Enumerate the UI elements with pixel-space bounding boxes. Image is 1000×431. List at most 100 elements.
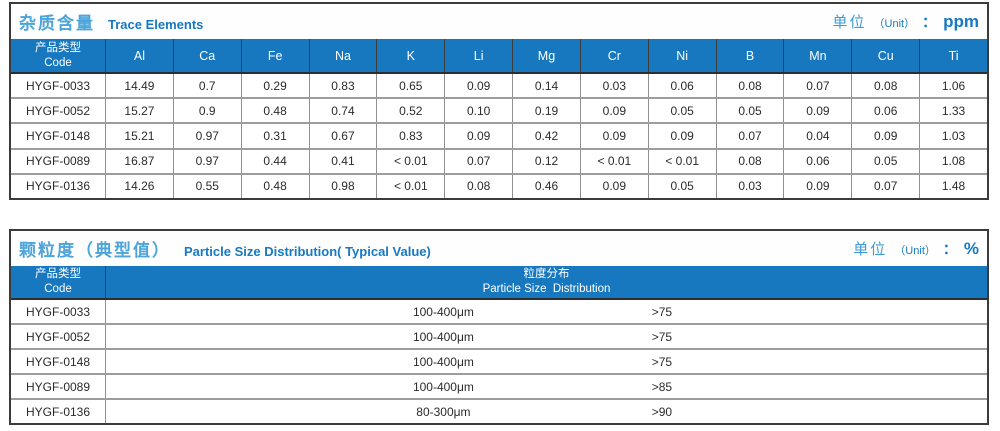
code-header-zh: 产品类型 bbox=[35, 41, 81, 54]
value-cell: 0.06 bbox=[851, 99, 919, 123]
trace-title-zh: 杂质含量 bbox=[19, 14, 95, 33]
table-row: HYGF-0089 100-400μm >85 bbox=[11, 373, 987, 398]
value-cell: 0.29 bbox=[240, 74, 309, 98]
value-cell: 0.08 bbox=[715, 149, 784, 173]
table-row: HYGF-0089 16.87 0.97 0.44 0.41 < 0.01 0.07 0.12… bbox=[11, 147, 987, 173]
table-row: HYGF-0052 15.27 0.9 0.48 0.74 0.52 0.10 0.19 0.0… bbox=[11, 97, 987, 123]
value-cell: 0.7 bbox=[172, 74, 241, 98]
table-row: HYGF-0033 100-400μm >75 bbox=[11, 300, 987, 323]
value-cell: 0.74 bbox=[308, 99, 377, 123]
value-cell: < 0.01 bbox=[376, 174, 444, 199]
row-code: HYGF-0033 bbox=[25, 304, 91, 319]
value-cell: 0.46 bbox=[512, 174, 580, 199]
row-code: HYGF-0136 bbox=[25, 179, 91, 194]
value-cell: 16.87 bbox=[105, 149, 173, 173]
value-cell: 0.83 bbox=[308, 74, 377, 98]
value-cell: 0.97 bbox=[172, 124, 241, 148]
code-header-en: Code bbox=[44, 283, 72, 295]
column-header-cr: Cr bbox=[579, 39, 648, 72]
size-percent: >75 bbox=[651, 304, 673, 319]
value-cell: 0.03 bbox=[715, 174, 784, 199]
value-cell: 1.08 bbox=[919, 149, 987, 173]
value-cell: 0.48 bbox=[240, 99, 309, 123]
distribution-cell: 100-400μm >85 bbox=[105, 375, 987, 398]
distribution-cell: 100-400μm >75 bbox=[105, 300, 987, 323]
column-header-ti: Ti bbox=[919, 39, 987, 72]
table-row: HYGF-0148 15.21 0.97 0.31 0.67 0.83 0.09 0.42 0.… bbox=[11, 122, 987, 148]
column-header-fe: Fe bbox=[240, 39, 309, 72]
value-cell: 0.14 bbox=[512, 74, 580, 98]
trace-header-row: 产品类型 Code Al Ca Fe Na K Li Mg Cr Ni B Mn Cu Ti bbox=[11, 39, 987, 74]
value-cell: 0.42 bbox=[512, 124, 580, 148]
particle-header-row: 产品类型 Code 粒度分布 Particle Size Distributio… bbox=[11, 266, 987, 300]
value-cell: 0.05 bbox=[647, 99, 716, 123]
code-header-zh: 产品类型 bbox=[35, 268, 81, 281]
row-code: HYGF-0136 bbox=[25, 404, 91, 419]
value-cell: 0.07 bbox=[715, 124, 784, 148]
unit-label-zh: 单位 bbox=[853, 241, 888, 258]
column-header-na: Na bbox=[308, 39, 377, 72]
row-code: HYGF-0089 bbox=[25, 379, 91, 394]
size-range: 100-400μm bbox=[412, 354, 474, 369]
table-row: HYGF-0033 14.49 0.7 0.29 0.83 0.65 0.09 0.14 0.0… bbox=[11, 74, 987, 98]
value-cell: 0.09 bbox=[579, 174, 648, 199]
unit-label-en: （Unit） bbox=[873, 18, 916, 30]
table-row: HYGF-0052 100-400μm >75 bbox=[11, 323, 987, 348]
size-range: 100-400μm bbox=[412, 379, 474, 394]
column-header-cu: Cu bbox=[851, 39, 919, 72]
value-cell: 0.09 bbox=[783, 174, 851, 199]
size-range: 100-400μm bbox=[412, 304, 474, 319]
value-cell: 0.41 bbox=[308, 149, 377, 173]
unit-label-en: （Unit） bbox=[894, 245, 936, 257]
table-row: HYGF-0136 14.26 0.55 0.48 0.98 < 0.01 0.08 0.46… bbox=[11, 172, 987, 199]
column-header-mg: Mg bbox=[512, 39, 580, 72]
column-header-b: B bbox=[715, 39, 784, 72]
column-header-k: K bbox=[376, 39, 444, 72]
code-header-en: Code bbox=[44, 56, 72, 69]
value-cell: 0.67 bbox=[308, 124, 377, 148]
value-cell: 14.49 bbox=[105, 74, 173, 98]
value-cell: 0.05 bbox=[715, 99, 784, 123]
value-cell: 0.55 bbox=[172, 174, 241, 199]
unit-value: % bbox=[963, 239, 979, 258]
size-percent: >75 bbox=[651, 354, 673, 369]
distribution-cell: 100-400μm >75 bbox=[105, 350, 987, 373]
particle-size-table: 颗粒度（典型值） Particle Size Distribution( Typ… bbox=[9, 229, 989, 425]
trace-title-en: Trace Elements bbox=[108, 17, 204, 32]
value-cell: 0.44 bbox=[240, 149, 309, 173]
unit-value: ppm bbox=[943, 12, 979, 31]
code-column-header: 产品类型 Code bbox=[11, 266, 105, 298]
size-percent: >75 bbox=[651, 329, 673, 344]
value-cell: 14.26 bbox=[105, 174, 173, 199]
trace-title-bar: 杂质含量 Trace Elements 单位 （Unit） ： ppm bbox=[11, 4, 987, 39]
particle-title: 颗粒度（典型值） Particle Size Distribution( Typ… bbox=[19, 236, 431, 261]
value-cell: 0.83 bbox=[376, 124, 444, 148]
value-cell: 0.07 bbox=[783, 74, 851, 98]
value-cell: 0.06 bbox=[783, 149, 851, 173]
size-range: 80-300μm bbox=[416, 404, 471, 419]
column-header-mn: Mn bbox=[783, 39, 851, 72]
value-cell: 0.12 bbox=[512, 149, 580, 173]
value-cell: 1.33 bbox=[919, 99, 987, 123]
value-cell: 1.48 bbox=[919, 174, 987, 199]
row-code: HYGF-0052 bbox=[25, 103, 91, 118]
value-cell: 0.09 bbox=[579, 124, 648, 148]
table-row: HYGF-0148 100-400μm >75 bbox=[11, 348, 987, 373]
value-cell: 0.08 bbox=[851, 74, 919, 98]
value-cell: < 0.01 bbox=[376, 149, 444, 173]
unit-colon: ： bbox=[922, 14, 937, 30]
value-cell: 0.07 bbox=[851, 174, 919, 199]
column-header-ni: Ni bbox=[647, 39, 716, 72]
size-range: 100-400μm bbox=[412, 329, 474, 344]
value-cell: 0.04 bbox=[783, 124, 851, 148]
value-cell: 0.09 bbox=[444, 74, 512, 98]
row-code: HYGF-0089 bbox=[25, 154, 91, 169]
value-cell: 0.97 bbox=[172, 149, 241, 173]
value-cell: 0.65 bbox=[376, 74, 444, 98]
trace-unit: 单位 （Unit） ： ppm bbox=[833, 11, 979, 32]
particle-title-en: Particle Size Distribution( Typical Valu… bbox=[184, 244, 431, 259]
value-cell: 0.09 bbox=[444, 124, 512, 148]
trace-title: 杂质含量 Trace Elements bbox=[19, 9, 203, 34]
value-cell: 0.09 bbox=[647, 124, 716, 148]
particle-unit: 单位 （Unit） ： % bbox=[853, 238, 979, 259]
